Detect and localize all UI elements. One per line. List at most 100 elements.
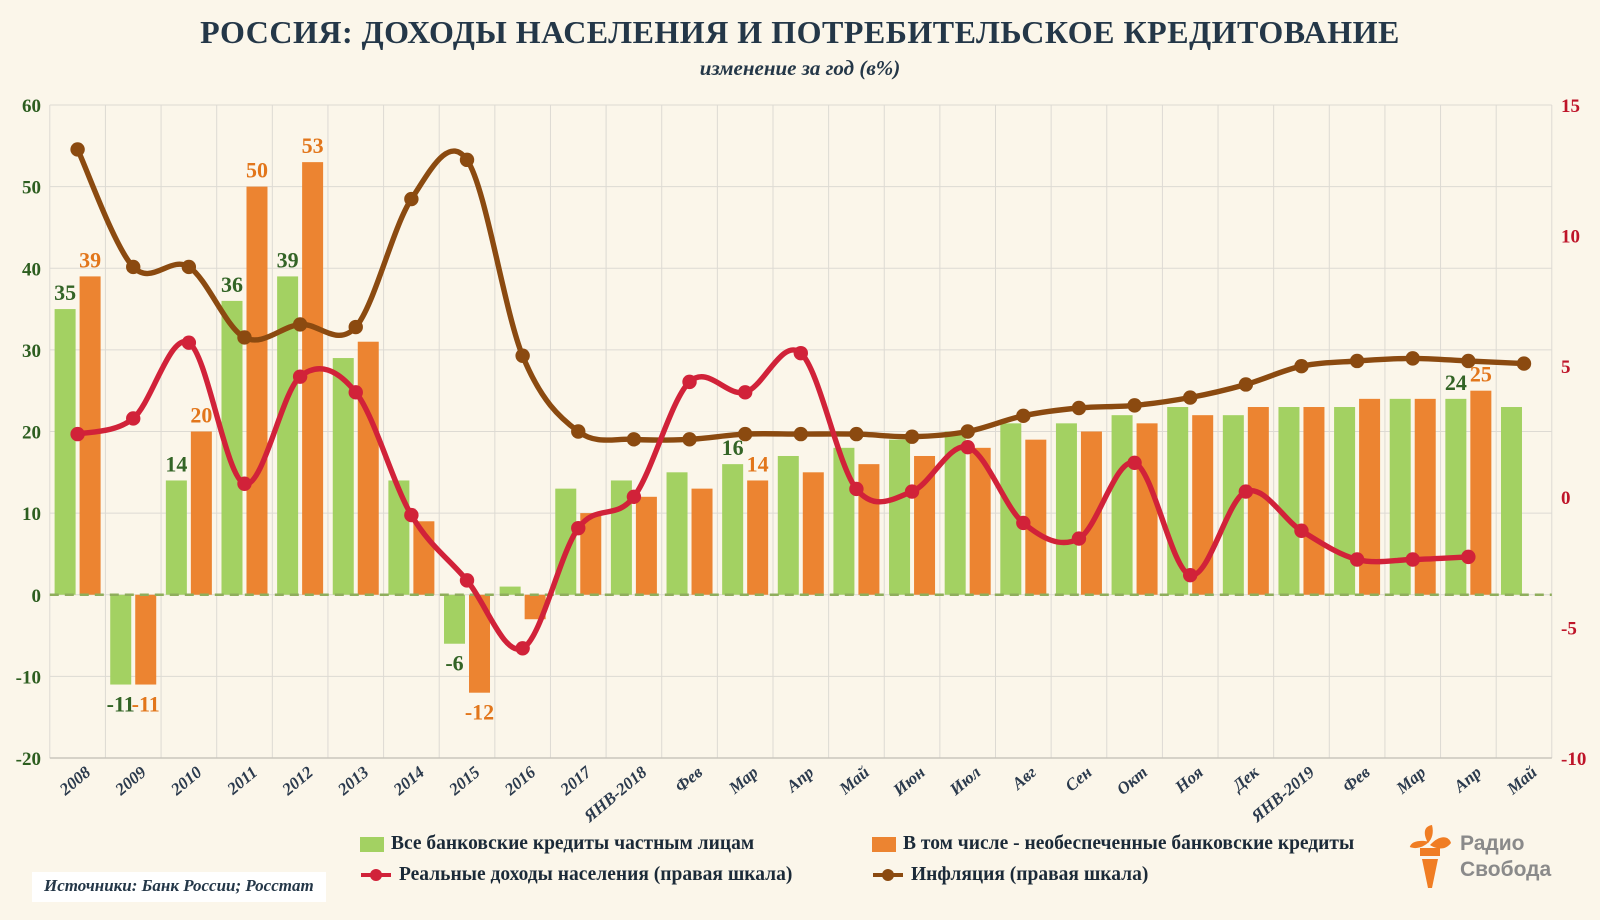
x-axis-category-label: 2013 (333, 762, 372, 799)
bar-unsecured-loans (858, 464, 880, 595)
bar-all-loans (1334, 407, 1356, 595)
x-axis-category-label: Апр (1449, 763, 1484, 797)
radio-svoboda-logo: Радио Свобода (1408, 824, 1551, 890)
income-line-point (70, 426, 85, 442)
left-axis-tick-label: 60 (22, 96, 41, 117)
income-line-point (737, 385, 753, 400)
legend-item-real-income: Реальные доходы населения (правая шкала) (360, 864, 872, 886)
inflation-line-point (1127, 398, 1142, 413)
bar-unsecured-loans (914, 455, 936, 595)
right-axis-tick-label: -5 (1561, 618, 1577, 639)
bar-all-loans (833, 447, 855, 595)
inflation-line-point (960, 424, 975, 439)
inflation-line-point (459, 152, 475, 168)
income-line-point (237, 476, 252, 491)
inflation-line-point (904, 429, 920, 444)
bar-value-label: -11 (132, 692, 160, 717)
left-axis-tick-label: -10 (16, 667, 41, 688)
inflation-line-point (1516, 356, 1532, 371)
right-axis-tick-label: 5 (1561, 357, 1571, 378)
bar-value-label: 14 (165, 451, 187, 476)
x-axis-category-label: 2012 (278, 762, 317, 799)
bar-all-loans (388, 480, 410, 595)
x-axis-category-label: Авг (1008, 763, 1040, 794)
legend-label: Реальные доходы населения (правая шкала) (399, 864, 793, 885)
chart-title: РОССИЯ: ДОХОДЫ НАСЕЛЕНИЯ И ПОТРЕБИТЕЛЬСК… (200, 14, 1400, 50)
bar-unsecured-loans (1136, 423, 1158, 595)
income-line-point (292, 369, 308, 384)
bar-all-loans (277, 276, 299, 595)
bar-all-loans (165, 480, 187, 595)
logo-line2: Свобода (1460, 858, 1552, 881)
left-axis-tick-label: 40 (22, 259, 41, 280)
income-line-point (459, 573, 475, 588)
bar-all-loans (1055, 423, 1077, 595)
bar-value-label: 50 (246, 158, 268, 183)
bar-unsecured-loans (1470, 390, 1492, 595)
bar-unsecured-loans (747, 480, 769, 595)
inflation-line-point (1294, 359, 1309, 374)
x-axis-category-label: Ноя (1171, 762, 1207, 797)
inflation-line-point (1238, 377, 1254, 392)
x-axis-category-label: Дек (1227, 762, 1262, 796)
bar-unsecured-loans (802, 472, 824, 595)
bar-value-label: 16 (722, 435, 744, 460)
legend-label: Инфляция (правая шкала) (911, 864, 1149, 885)
bar-unsecured-loans (691, 488, 713, 595)
legend-label: Все банковские кредиты частным лицам (391, 833, 755, 854)
income-line-point (1294, 523, 1309, 538)
bar-value-label: -12 (465, 700, 494, 725)
left-axis-tick-label: 20 (22, 423, 41, 444)
x-axis-category-label: Фев (1339, 762, 1374, 796)
bar-all-loans (1389, 398, 1411, 595)
inflation-line-point (1071, 400, 1087, 416)
bar-unsecured-loans (469, 594, 491, 693)
income-line-point (404, 507, 419, 523)
x-axis-category-label: Апр (782, 763, 817, 797)
income-line-point (1127, 455, 1142, 471)
x-axis-category-label: Май (1502, 763, 1540, 799)
x-axis-category-label: 2011 (223, 763, 261, 799)
left-axis-tick-label: 50 (22, 178, 41, 199)
income-line-point (1405, 552, 1420, 567)
bar-value-label: 53 (302, 133, 324, 158)
x-axis-category-label: 2009 (111, 762, 150, 799)
bar-unsecured-loans (1247, 407, 1269, 595)
inflation-line-point (404, 191, 419, 207)
bar-all-loans (777, 455, 799, 595)
bar-unsecured-loans (580, 513, 602, 595)
torch-icon (1409, 825, 1451, 888)
x-axis-category-label: 2010 (166, 762, 205, 799)
income-line-point (571, 520, 586, 536)
bar-unsecured-loans (1025, 439, 1047, 595)
logo-line1: Радио (1460, 831, 1525, 855)
income-line-point (126, 411, 141, 426)
bar-unsecured-loans (1359, 398, 1381, 595)
brown-line-marker-icon (873, 869, 903, 881)
bar-all-loans (110, 594, 132, 685)
bar-value-label: -6 (445, 651, 463, 676)
income-line-point (960, 439, 975, 455)
x-axis-category-label: Июн (889, 763, 929, 801)
bar-all-loans (1445, 398, 1467, 595)
bar-all-loans (1500, 407, 1522, 595)
income-line-point (348, 385, 363, 400)
bar-unsecured-loans (1303, 407, 1325, 595)
bar-all-loans (1167, 407, 1189, 595)
income-line-point (793, 345, 808, 361)
income-line-point (904, 484, 920, 499)
right-axis-tick-label: 15 (1561, 96, 1580, 117)
source-note: Источники: Банк России; Росстат (32, 872, 326, 902)
x-axis-category-label: 2017 (556, 762, 596, 800)
inflation-line-point (849, 426, 864, 442)
bar-unsecured-loans (357, 341, 379, 595)
income-line-point (1183, 567, 1198, 583)
bar-unsecured-loans (524, 594, 546, 620)
income-line-point (1071, 531, 1087, 546)
chart-subtitle: изменение за год (в%) (699, 56, 901, 80)
inflation-line-point (1016, 408, 1031, 424)
bar-value-label: 24 (1445, 370, 1467, 395)
bar-all-loans (332, 358, 354, 595)
inflation-line-point (126, 259, 141, 275)
bar-all-loans (944, 431, 966, 595)
